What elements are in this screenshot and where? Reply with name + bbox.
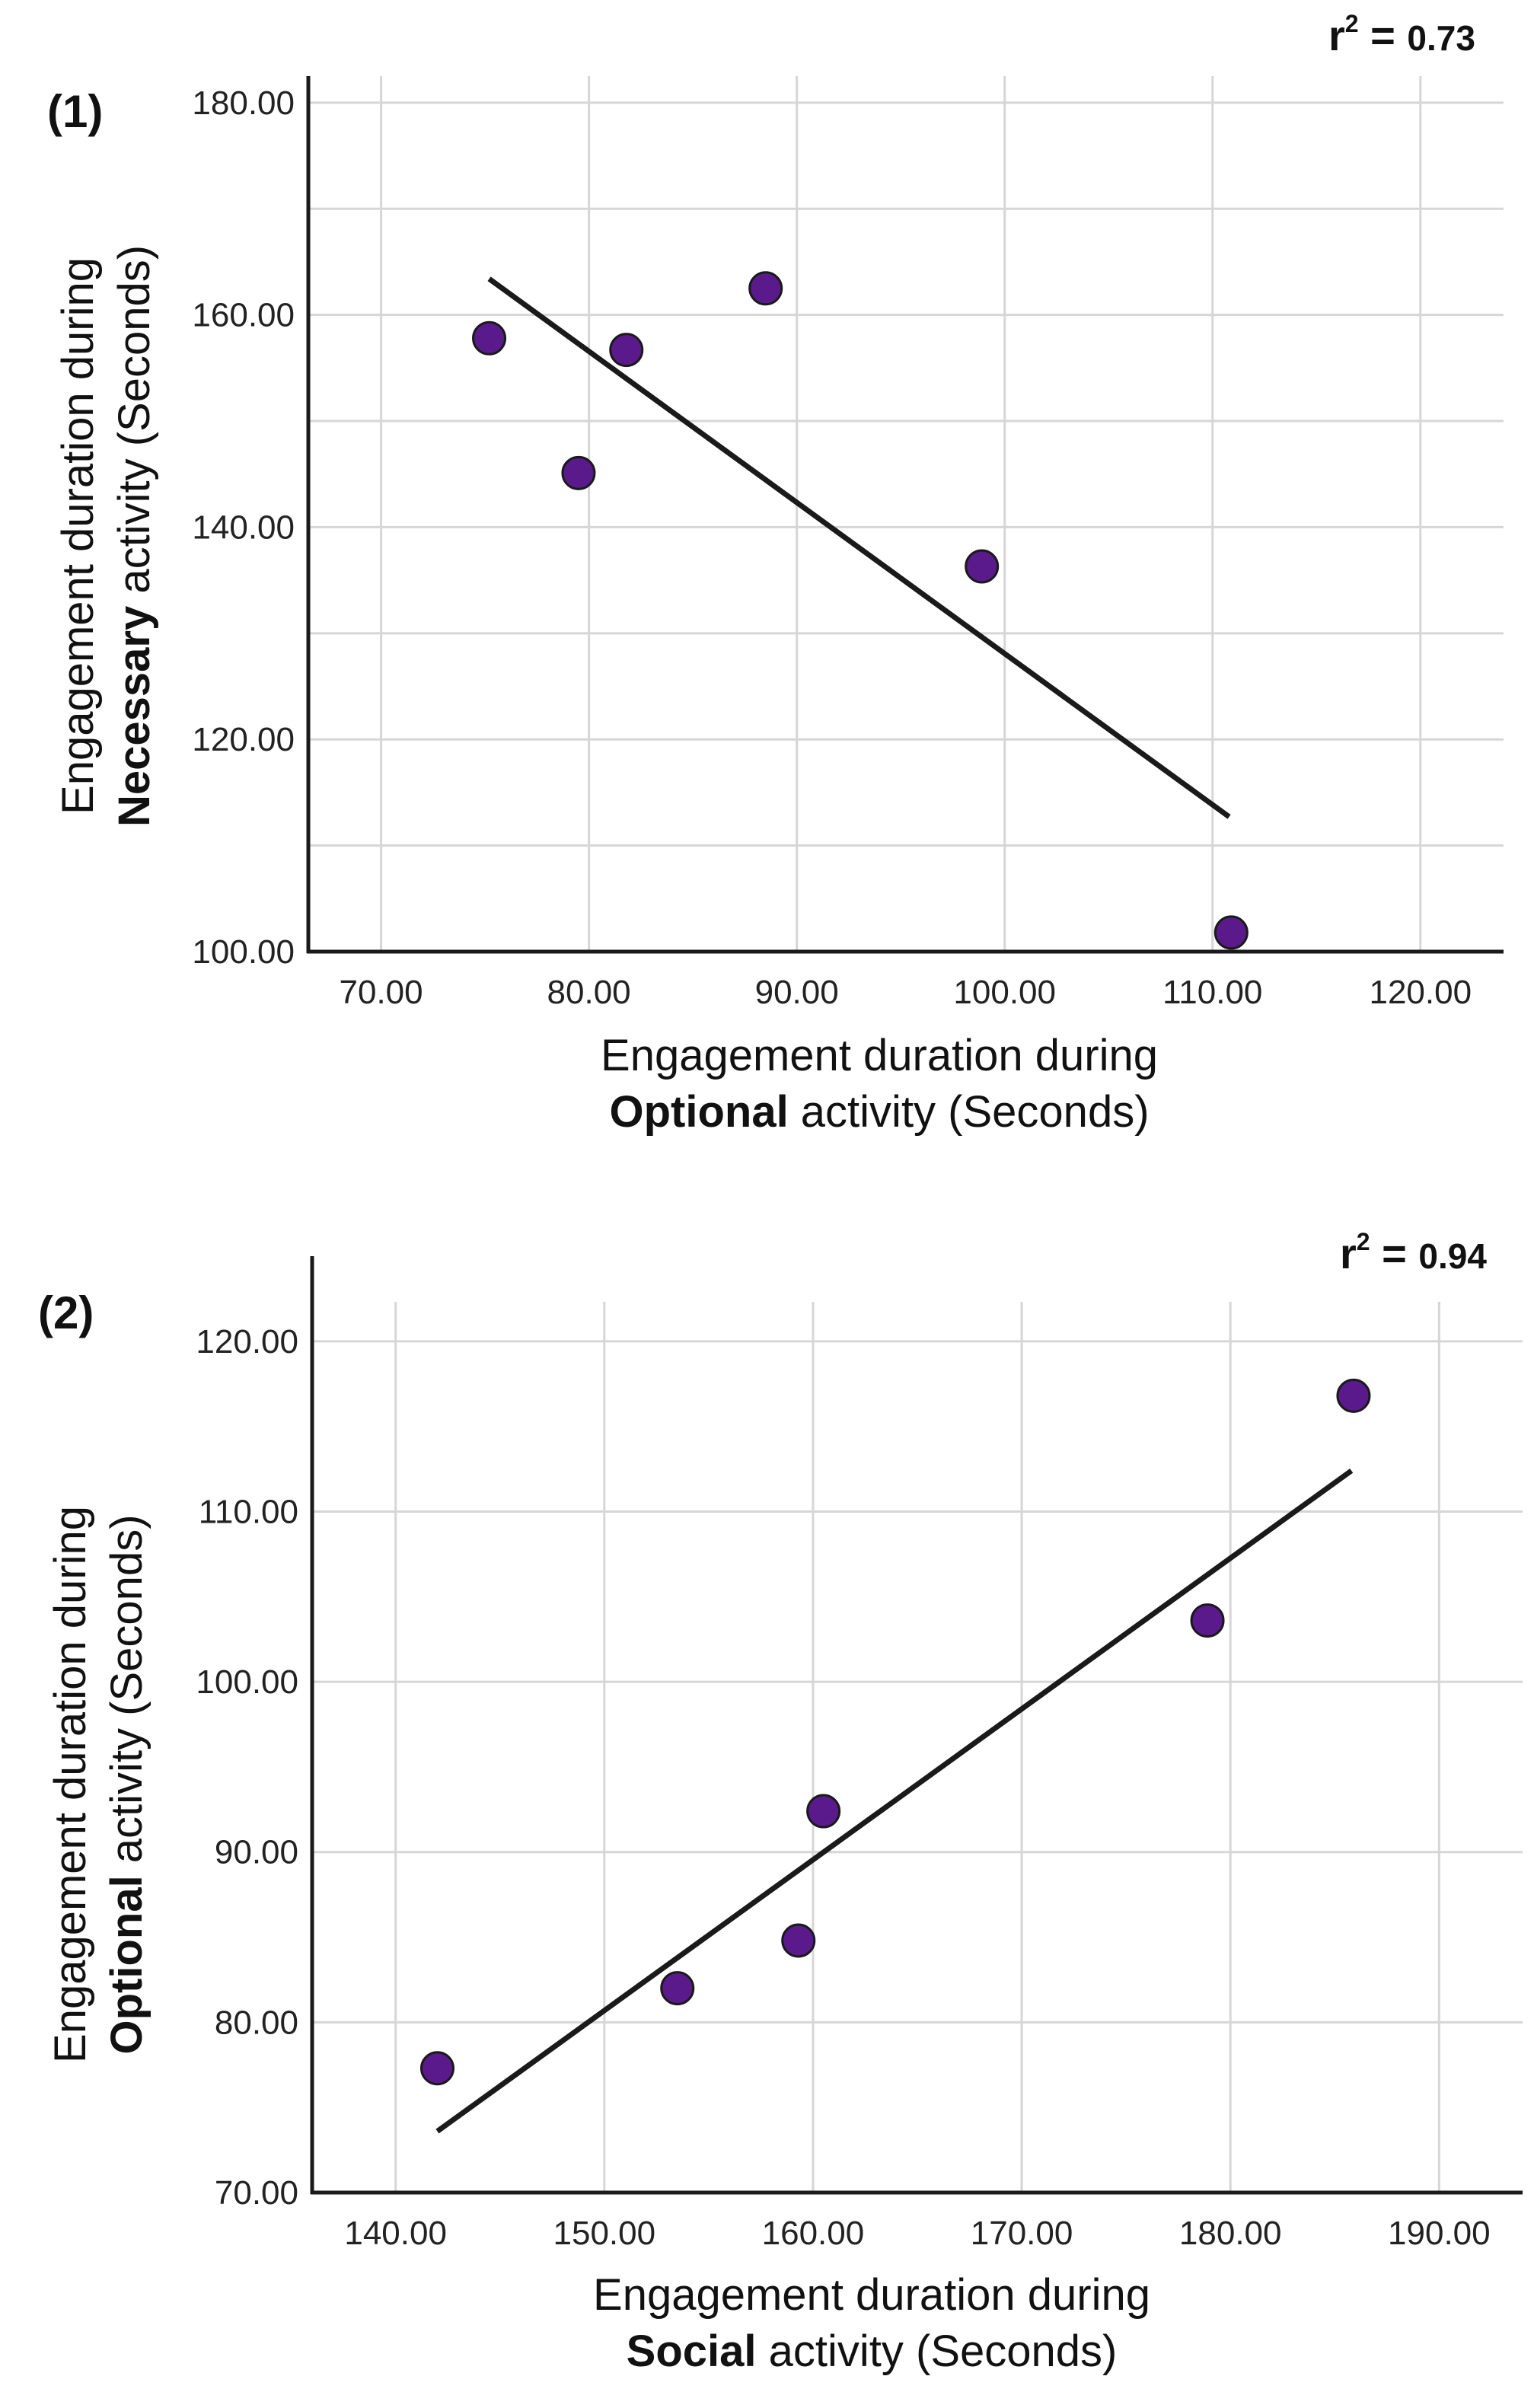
- y-tick-label: 140.00: [192, 509, 295, 546]
- r-squared-label: r2 = 0.94: [1340, 1228, 1487, 1278]
- y-tick-label: 120.00: [196, 1323, 298, 1360]
- y-tick-label: 100.00: [192, 933, 295, 971]
- x-tick-label: 80.00: [547, 974, 631, 1011]
- y-axis-title: Engagement duration during Necessary act…: [50, 155, 163, 917]
- y-axis-title: Engagement duration during Optional acti…: [43, 1389, 155, 2180]
- x-tick-label: 140.00: [344, 2215, 447, 2252]
- data-point: [806, 1794, 841, 1829]
- scatter-plot-2: 140.00 150.00 160.00 170.00 180.00 190.00 70.0…: [196, 1256, 1523, 2252]
- data-point: [1213, 915, 1249, 950]
- x-axis-title-rest: activity (Seconds): [788, 1087, 1150, 1137]
- r-squared-value: 0.73: [1407, 18, 1475, 58]
- x-tick-label: 160.00: [762, 2215, 865, 2252]
- x-tick-label: 110.00: [1162, 974, 1262, 1011]
- y-tick-label: 160.00: [192, 297, 295, 334]
- r-symbol: r: [1328, 11, 1345, 59]
- r-symbol: r: [1340, 1230, 1357, 1277]
- x-tick-label: 170.00: [971, 2215, 1073, 2252]
- x-tick-label: 190.00: [1388, 2215, 1491, 2252]
- scatter-plot-1: 70.00 80.00 90.00 100.00 110.00 120.00 100.00 1…: [192, 76, 1504, 1011]
- y-tick-label: 120.00: [192, 721, 295, 758]
- panel-label: (1): [47, 86, 104, 137]
- data-point: [1336, 1378, 1371, 1413]
- x-axis-title-bold: Social: [626, 2327, 757, 2376]
- y-tick-label: 90.00: [215, 1834, 298, 1871]
- data-point: [609, 333, 644, 368]
- y-tick-label: 80.00: [215, 2004, 298, 2041]
- x-axis-title-line2: Social activity (Seconds): [434, 2323, 1309, 2380]
- x-tick-label: 90.00: [755, 974, 839, 1011]
- regression-line: [435, 1468, 1354, 2134]
- x-axis-title-bold: Optional: [609, 1087, 789, 1137]
- x-tick-label: 70.00: [340, 974, 423, 1011]
- x-axis-title: Engagement duration during Social activi…: [434, 2267, 1309, 2380]
- data-point: [1190, 1603, 1225, 1638]
- y-tick-label: 110.00: [199, 1493, 298, 1530]
- r-squared-exponent: 2: [1356, 1228, 1370, 1256]
- data-point: [660, 1971, 695, 2006]
- x-tick-label: 100.00: [953, 974, 1056, 1011]
- y-axis-title-line2: Optional activity (Seconds): [99, 1389, 155, 2180]
- chart-panel-1: 70.00 80.00 90.00 100.00 110.00 120.00 100.00 1…: [0, 0, 1534, 1172]
- y-axis-title-line1: Engagement duration during: [46, 1506, 95, 2063]
- data-point: [472, 321, 507, 356]
- y-axis-title-line1: Engagement duration during: [53, 257, 103, 815]
- r-squared-value: 0.94: [1418, 1236, 1487, 1276]
- x-axis-title: Engagement duration during Optional acti…: [442, 1028, 1317, 1140]
- r-squared-equals: =: [1370, 1230, 1419, 1277]
- x-axis-title-line1: Engagement duration during: [593, 2270, 1150, 2320]
- x-tick-label: 120.00: [1369, 974, 1472, 1011]
- y-axis-title-bold: Optional: [102, 1875, 151, 2055]
- x-axis-title-line1: Engagement duration during: [601, 1031, 1158, 1080]
- y-tick-label: 100.00: [196, 1663, 298, 1701]
- y-axis-title-rest: activity (Seconds): [110, 244, 159, 606]
- r-squared-exponent: 2: [1344, 10, 1359, 38]
- y-axis-title-rest: activity (Seconds): [102, 1514, 151, 1876]
- x-tick-label: 150.00: [553, 2215, 656, 2252]
- r-squared-label: r2 = 0.73: [1328, 10, 1475, 60]
- panel-label: (2): [38, 1287, 94, 1338]
- r-squared-equals: =: [1358, 11, 1408, 59]
- data-point: [419, 2051, 454, 2086]
- regression-line: [487, 276, 1231, 819]
- y-axis-title-line2: Necessary activity (Seconds): [107, 155, 163, 917]
- y-axis-title-bold: Necessary: [110, 605, 159, 828]
- x-axis-title-line2: Optional activity (Seconds): [442, 1084, 1317, 1140]
- data-point: [781, 1923, 816, 1958]
- chart-panel-2: 140.00 150.00 160.00 170.00 180.00 190.00 70.0…: [0, 1218, 1534, 2408]
- x-axis-title-rest: activity (Seconds): [756, 2327, 1118, 2376]
- y-tick-label: 70.00: [215, 2174, 298, 2212]
- data-point: [748, 271, 783, 306]
- data-point: [561, 455, 596, 490]
- x-tick-label: 180.00: [1179, 2215, 1282, 2252]
- y-tick-label: 180.00: [192, 85, 295, 122]
- data-point: [965, 549, 1000, 584]
